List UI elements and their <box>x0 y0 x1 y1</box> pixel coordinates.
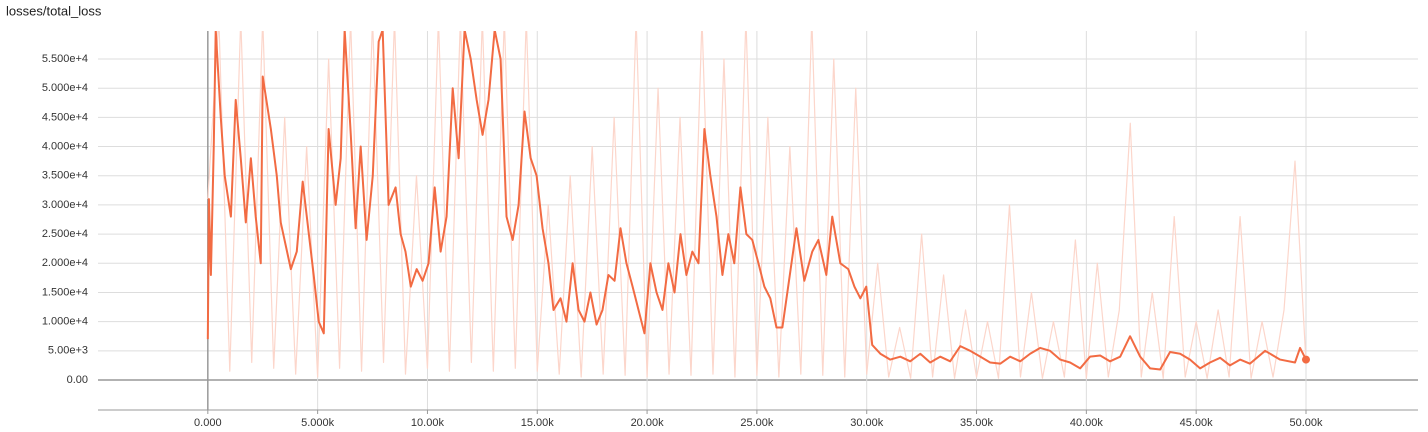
raw-line <box>207 31 1307 379</box>
x-tick-label: 35.00k <box>960 417 994 429</box>
y-tick-label: 0.00 <box>67 374 88 386</box>
x-tick-label: 5.000k <box>301 417 335 429</box>
x-tick-label: 50.00k <box>1289 417 1323 429</box>
x-tick-label: 20.00k <box>631 417 665 429</box>
y-tick-label: 1.000e+4 <box>42 316 88 328</box>
x-tick-label: 10.00k <box>411 417 445 429</box>
last-point <box>1301 355 1310 364</box>
x-tick-label: 30.00k <box>850 417 884 429</box>
y-tick-label: 4.000e+4 <box>42 140 88 152</box>
y-tick-label: 5.500e+4 <box>42 53 88 65</box>
x-tick-label: 0.000 <box>194 417 222 429</box>
y-tick-label: 2.000e+4 <box>42 257 88 269</box>
smoothed-line <box>206 31 1307 371</box>
y-tick-label: 2.500e+4 <box>42 228 88 240</box>
y-tick-label: 5.00e+3 <box>48 345 88 357</box>
y-tick-label: 4.500e+4 <box>42 111 88 123</box>
x-tick-label: 45.00k <box>1180 417 1214 429</box>
y-tick-label: 3.000e+4 <box>42 199 88 211</box>
x-tick-label: 15.00k <box>521 417 555 429</box>
y-tick-label: 3.500e+4 <box>42 170 88 182</box>
plot <box>206 31 1310 379</box>
y-tick-label: 5.000e+4 <box>42 82 88 94</box>
x-tick-label: 40.00k <box>1070 417 1104 429</box>
chart-title: losses/total_loss <box>6 3 102 18</box>
x-tick-label: 25.00k <box>740 417 774 429</box>
y-tick-label: 1.500e+4 <box>42 286 88 298</box>
